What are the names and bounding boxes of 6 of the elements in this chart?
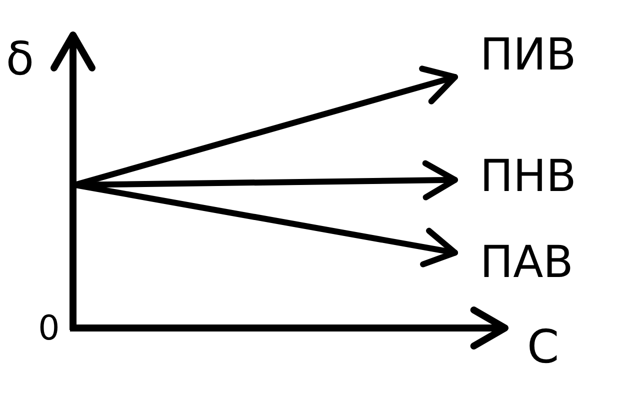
legend-label: ПАВ <box>480 237 574 288</box>
series-label: ПНВ <box>480 151 576 202</box>
x-axis-title: C <box>526 320 560 374</box>
y-axis-title: δ <box>6 32 34 86</box>
legend-label: ПИВ <box>480 30 576 81</box>
annotation: 0 <box>38 308 60 348</box>
